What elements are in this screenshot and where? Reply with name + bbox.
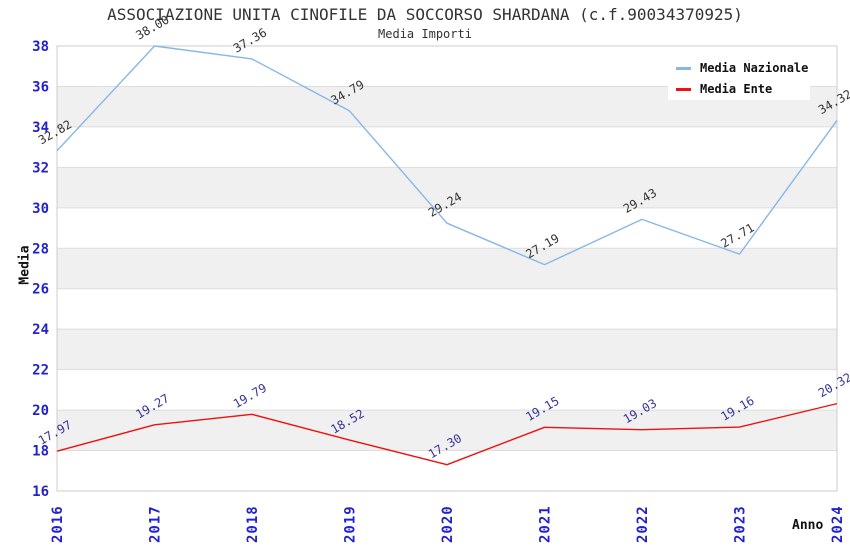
chart-subtitle: Media Importi xyxy=(378,27,472,41)
x-axis-title: Anno xyxy=(792,518,824,533)
svg-text:30: 30 xyxy=(32,201,49,217)
svg-text:26: 26 xyxy=(32,282,49,298)
svg-text:2022: 2022 xyxy=(635,505,651,543)
svg-text:16: 16 xyxy=(32,484,49,500)
svg-text:2020: 2020 xyxy=(440,505,456,543)
svg-text:2024: 2024 xyxy=(830,505,846,543)
svg-text:28: 28 xyxy=(32,241,49,257)
legend-line-icon xyxy=(676,66,691,70)
svg-text:19.79: 19.79 xyxy=(231,381,269,411)
legend-row-ente: Media Ente xyxy=(676,82,810,96)
svg-text:2021: 2021 xyxy=(538,505,554,543)
svg-text:2016: 2016 xyxy=(50,505,66,543)
svg-text:20.32: 20.32 xyxy=(816,370,850,400)
svg-text:2018: 2018 xyxy=(245,505,261,543)
svg-text:27.71: 27.71 xyxy=(718,221,756,251)
svg-text:24: 24 xyxy=(32,322,49,338)
svg-text:2017: 2017 xyxy=(148,505,164,543)
svg-text:22: 22 xyxy=(32,363,49,379)
svg-text:32: 32 xyxy=(32,160,49,176)
svg-text:34: 34 xyxy=(32,120,49,136)
svg-text:20: 20 xyxy=(32,403,49,419)
legend-line-icon xyxy=(676,87,691,91)
svg-text:37.36: 37.36 xyxy=(231,25,269,55)
svg-text:2019: 2019 xyxy=(343,505,359,543)
svg-text:18: 18 xyxy=(32,444,49,460)
legend-label: Media Ente xyxy=(700,82,773,96)
svg-text:38: 38 xyxy=(32,39,49,55)
legend: Media Nazionale Media Ente xyxy=(668,57,810,100)
chart-title: ASSOCIAZIONE UNITA CINOFILE DA SOCCORSO … xyxy=(107,5,743,24)
legend-row-nazionale: Media Nazionale xyxy=(676,61,810,75)
svg-text:36: 36 xyxy=(32,79,49,95)
svg-text:2023: 2023 xyxy=(733,505,749,543)
legend-label: Media Nazionale xyxy=(700,61,809,75)
svg-text:38.00: 38.00 xyxy=(133,12,171,42)
